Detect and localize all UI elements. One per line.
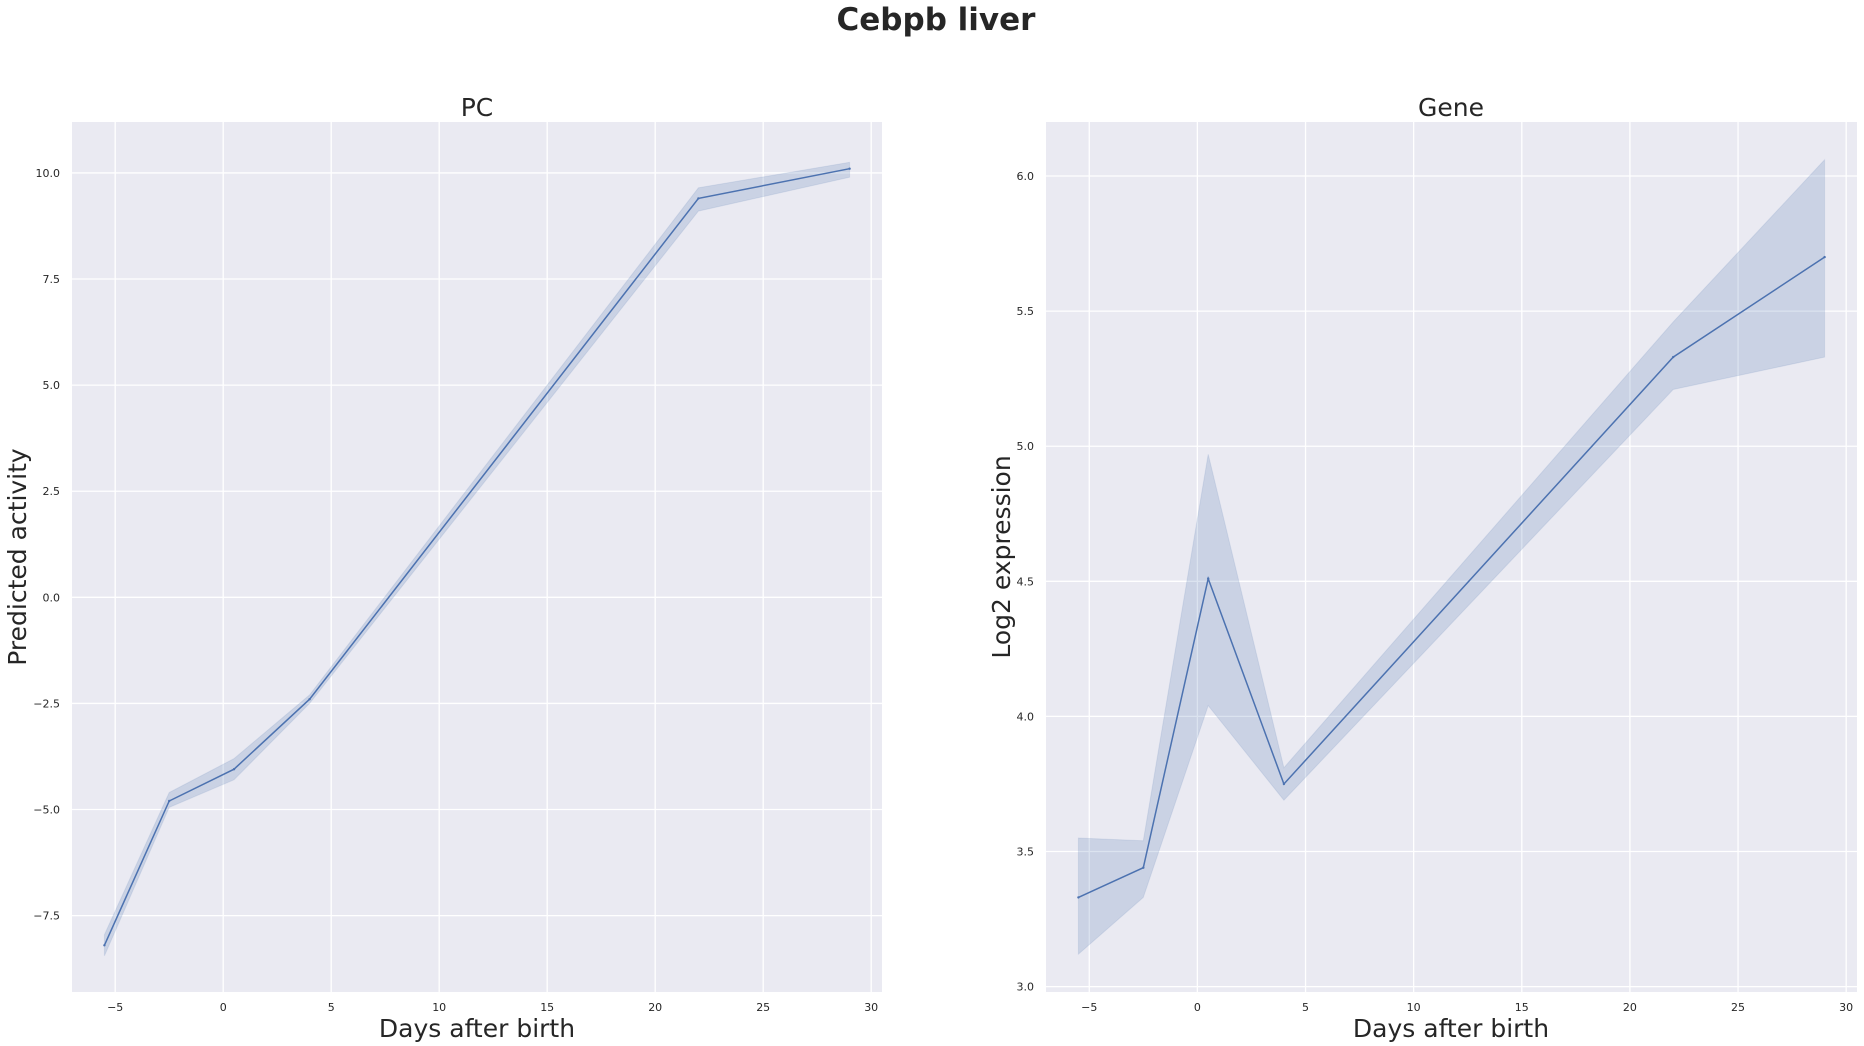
pc-x-tick-label: 0 — [220, 1001, 227, 1014]
pc-plot-area — [72, 122, 882, 992]
pc-data-point — [232, 768, 236, 771]
pc-x-tick-label: 30 — [864, 1001, 878, 1014]
pc-y-tick-label: −7.5 — [33, 910, 60, 923]
pc-x-tick-label: 25 — [756, 1001, 770, 1014]
gene-gridlines — [1046, 122, 1857, 992]
pc-series — [103, 161, 851, 957]
pc-y-tick-label: 10.0 — [36, 167, 61, 180]
pc-x-tick-label: 15 — [540, 1001, 554, 1014]
gene-y-tick-label: 5.0 — [1017, 440, 1035, 453]
pc-title: PC — [461, 93, 494, 122]
gene-data-point — [1142, 866, 1145, 869]
pc-data-point — [103, 944, 106, 947]
gene-plot-area — [1046, 122, 1857, 992]
pc-data-point — [308, 698, 311, 701]
figure-title: Cebpb liver — [837, 2, 1037, 38]
pc-series-line — [103, 167, 850, 946]
pc-x-axis-label: Days after birth — [379, 1014, 575, 1043]
gene-series — [1077, 158, 1826, 956]
pc-data-point — [848, 167, 851, 170]
gene-y-tick-label: 4.0 — [1017, 710, 1035, 723]
gene-tick-labels: −5 0 5 10 15 20 25 30 3.0 3.5 4.0 4.5 5.0 5.5 6.0 — [1017, 170, 1854, 1014]
gene-y-tick-label: 3.0 — [1017, 981, 1035, 994]
gene-data-point — [1282, 782, 1286, 786]
gene-x-tick-label: 15 — [1515, 1001, 1529, 1014]
pc-data-point — [168, 799, 171, 803]
gene-y-tick-label: 4.5 — [1017, 575, 1035, 588]
pc-y-tick-label: −5.0 — [33, 804, 60, 817]
gene-data-point — [1823, 255, 1826, 259]
gene-panel: −5 0 5 10 15 20 25 30 3.0 3.5 4.0 4.5 5.0 5.5 6.0 Gene… — [987, 93, 1857, 1043]
pc-gridlines — [72, 122, 882, 992]
gene-x-tick-label: 20 — [1623, 1001, 1637, 1014]
gene-title: Gene — [1418, 93, 1484, 122]
pc-x-tick-label: −5 — [107, 1001, 123, 1014]
pc-y-axis-label: Predicted activity — [3, 448, 32, 666]
gene-confidence-band — [1077, 158, 1826, 956]
gene-y-tick-label: 3.5 — [1017, 846, 1035, 859]
pc-tick-labels: −5 0 5 10 15 20 25 30 −7.5 −5.0 −2.5 0.0 2.5 5.0 7.5 10… — [33, 167, 878, 1014]
pc-y-tick-label: 0.0 — [43, 591, 61, 604]
gene-x-tick-label: 5 — [1302, 1001, 1309, 1014]
gene-x-axis-label: Days after birth — [1353, 1014, 1549, 1043]
gene-data-point — [1207, 577, 1210, 580]
gene-x-tick-label: 30 — [1839, 1001, 1853, 1014]
pc-panel: −5 0 5 10 15 20 25 30 −7.5 −5.0 −2.5 0.0 2.5 5.0 7.5 10… — [3, 93, 882, 1043]
gene-y-axis-label: Log2 expression — [987, 455, 1016, 658]
pc-x-tick-label: 10 — [432, 1001, 446, 1014]
gene-data-point — [1672, 355, 1675, 359]
gene-x-tick-label: −5 — [1081, 1001, 1097, 1014]
gene-y-tick-label: 6.0 — [1017, 170, 1035, 183]
gene-series-line — [1078, 256, 1826, 899]
pc-y-tick-label: 5.0 — [43, 379, 61, 392]
gene-data-point — [1077, 896, 1080, 899]
pc-data-point — [697, 197, 700, 200]
pc-y-tick-label: 7.5 — [43, 273, 61, 286]
pc-x-tick-label: 5 — [328, 1001, 335, 1014]
gene-x-tick-label: 10 — [1407, 1001, 1421, 1014]
pc-y-tick-label: −2.5 — [33, 697, 60, 710]
gene-y-tick-label: 5.5 — [1017, 305, 1035, 318]
gene-x-tick-label: 0 — [1194, 1001, 1201, 1014]
pc-x-tick-label: 20 — [648, 1001, 662, 1014]
pc-y-tick-label: 2.5 — [43, 485, 61, 498]
pc-confidence-band — [103, 161, 851, 957]
gene-x-tick-label: 25 — [1731, 1001, 1745, 1014]
